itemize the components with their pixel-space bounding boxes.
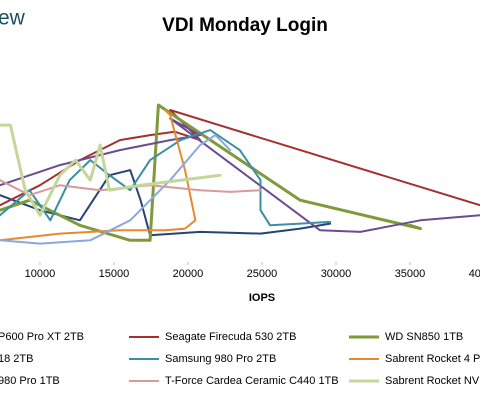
chart-title: VDI Monday Login	[162, 15, 328, 36]
legend-label: Sabrent Rocket NV	[385, 375, 480, 387]
series-line	[0, 134, 232, 245]
legend-label: Seagate Firecuda 530 2TB	[165, 331, 296, 343]
x-tick-label: 20000	[173, 268, 204, 280]
series-line	[0, 117, 480, 233]
x-tick-label: 35000	[395, 268, 426, 280]
logo: ew	[0, 7, 26, 30]
series-line	[0, 123, 222, 217]
x-axis-label: IOPS	[249, 292, 275, 304]
legend-label: Sabrent Rocket 4 P	[385, 353, 480, 365]
legend-label: 980 Pro 1TB	[0, 375, 60, 387]
x-tick-label: 40000	[469, 268, 480, 280]
series-line	[0, 109, 197, 242]
x-tick-label: 30000	[321, 268, 352, 280]
series-line	[0, 129, 332, 227]
series-line	[0, 109, 480, 207]
legend-label: 18 2TB	[0, 353, 33, 365]
x-tick-label: 25000	[247, 268, 278, 280]
legend-label: P600 Pro XT 2TB	[0, 331, 84, 343]
legend-label: Samsung 980 Pro 2TB	[165, 353, 276, 365]
legend-label: WD SN850 1TB	[385, 331, 463, 343]
legend-label: T-Force Cardea Ceramic C440 1TB	[165, 375, 339, 387]
series-line	[0, 169, 332, 237]
x-tick-label: 15000	[99, 268, 130, 280]
x-tick-label: 10000	[25, 268, 56, 280]
